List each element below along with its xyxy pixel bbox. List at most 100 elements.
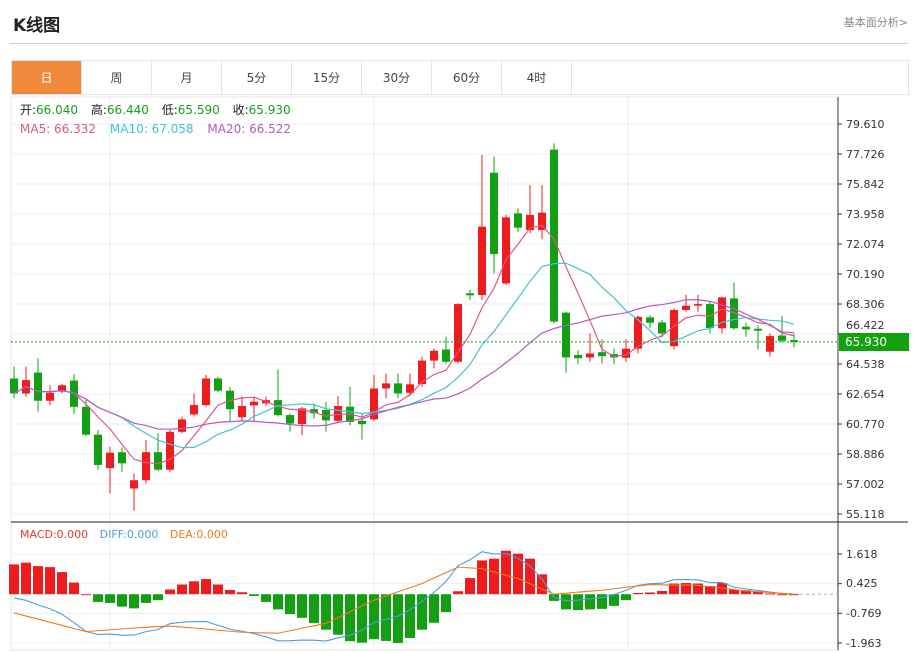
candle-body <box>586 353 594 358</box>
candle-body <box>238 406 246 418</box>
candle-body <box>514 213 522 228</box>
candle-body <box>478 226 486 296</box>
macd-bar <box>225 589 235 595</box>
candle-body <box>334 406 342 421</box>
macd-bar <box>465 578 475 595</box>
candle-body <box>634 316 642 349</box>
macd-bar <box>21 562 31 595</box>
tab-4hour[interactable]: 4时 <box>502 61 572 94</box>
dea-value: DEA:0.000 <box>169 528 228 541</box>
macd-bar <box>381 594 391 641</box>
macd-bar <box>153 594 163 601</box>
candle-body <box>310 409 318 414</box>
candle-body <box>34 372 42 401</box>
dea-line <box>13 566 795 634</box>
macd-bar <box>561 594 571 610</box>
candle-body <box>550 149 558 322</box>
candle-body <box>682 305 690 310</box>
macd-bar <box>729 589 739 595</box>
macd-bar <box>681 583 691 595</box>
macd-bar <box>717 583 727 595</box>
ma5-value: MA5: 66.332 <box>20 122 97 136</box>
macd-bar <box>81 594 91 596</box>
tab-day[interactable]: 日 <box>12 61 82 94</box>
price-tick-label: 60.770 <box>846 417 885 431</box>
tab-5min[interactable]: 5分 <box>222 61 292 94</box>
macd-bar <box>705 586 715 595</box>
candle-body <box>598 352 606 357</box>
candle-body <box>46 392 54 401</box>
macd-bar <box>201 579 211 595</box>
macd-bar <box>609 594 619 606</box>
diff-line <box>13 551 795 642</box>
macd-bar <box>105 594 115 603</box>
candle-body <box>142 452 150 481</box>
low-value: 65.590 <box>177 103 220 117</box>
macd-bar <box>777 594 787 596</box>
macd-bar <box>93 594 103 602</box>
candle-body <box>154 452 162 470</box>
candle-body <box>10 378 18 394</box>
price-tick-label: 68.306 <box>846 297 885 311</box>
macd-bar <box>489 558 499 595</box>
candle-body <box>190 405 198 415</box>
candle-body <box>298 408 306 425</box>
candle-body <box>130 480 138 489</box>
macd-bar <box>33 566 43 595</box>
macd-tick-label: 1.618 <box>846 547 878 561</box>
candle-body <box>382 383 390 389</box>
macd-bar <box>393 594 403 643</box>
tab-60min[interactable]: 60分 <box>432 61 502 94</box>
diff-value: DIFF:0.000 <box>99 528 159 541</box>
candle-body <box>202 378 210 406</box>
price-tick-label: 55.118 <box>846 507 885 521</box>
macd-bar <box>537 574 547 595</box>
candle-body <box>178 419 186 432</box>
candle-body <box>538 212 546 231</box>
ohlc-legend: 开:66.040 高:66.440 低:65.590 收:65.930 <box>20 103 300 117</box>
open-label: 开: <box>20 103 37 117</box>
macd-bar <box>273 594 283 610</box>
candle-body <box>574 355 582 359</box>
fundamental-analysis-link[interactable]: 基本面分析> <box>843 16 908 29</box>
macd-bar <box>525 558 535 595</box>
macd-legend: MACD:0.000 DIFF:0.000 DEA:0.000 <box>20 528 236 541</box>
ma20-line <box>13 299 795 430</box>
price-tick-label: 72.074 <box>846 237 885 251</box>
macd-bar <box>357 594 367 643</box>
macd-bar <box>213 584 223 595</box>
close-value: 65.930 <box>248 103 291 117</box>
macd-bar <box>789 594 799 596</box>
macd-bar <box>345 594 355 642</box>
tab-30min[interactable]: 30分 <box>362 61 432 94</box>
candle-body <box>274 400 282 416</box>
candle-body <box>250 401 258 406</box>
macd-bar <box>285 594 295 615</box>
candle-body <box>790 340 798 342</box>
candle-body <box>646 317 654 323</box>
ma20-value: MA20: 66.522 <box>207 122 292 136</box>
macd-bar <box>453 591 463 595</box>
low-label: 低: <box>161 103 178 117</box>
macd-bar <box>501 550 511 595</box>
header-divider <box>10 43 908 44</box>
macd-bar <box>585 594 595 610</box>
macd-bar <box>165 589 175 595</box>
candle-body <box>766 336 774 352</box>
macd-bar <box>369 594 379 640</box>
tab-15min[interactable]: 15分 <box>292 61 362 94</box>
macd-bar <box>441 594 451 613</box>
candle-body <box>286 415 294 424</box>
tab-week[interactable]: 周 <box>82 61 152 94</box>
macd-bar <box>237 592 247 595</box>
candle-body <box>502 217 510 284</box>
tab-month[interactable]: 月 <box>152 61 222 94</box>
candle-body <box>466 293 474 296</box>
price-tick-label: 62.654 <box>846 387 885 401</box>
macd-bar <box>765 593 775 595</box>
candle-body <box>718 297 726 329</box>
price-tick-label: 75.842 <box>846 177 885 191</box>
macd-bar <box>333 594 343 635</box>
macd-bar <box>417 594 427 630</box>
